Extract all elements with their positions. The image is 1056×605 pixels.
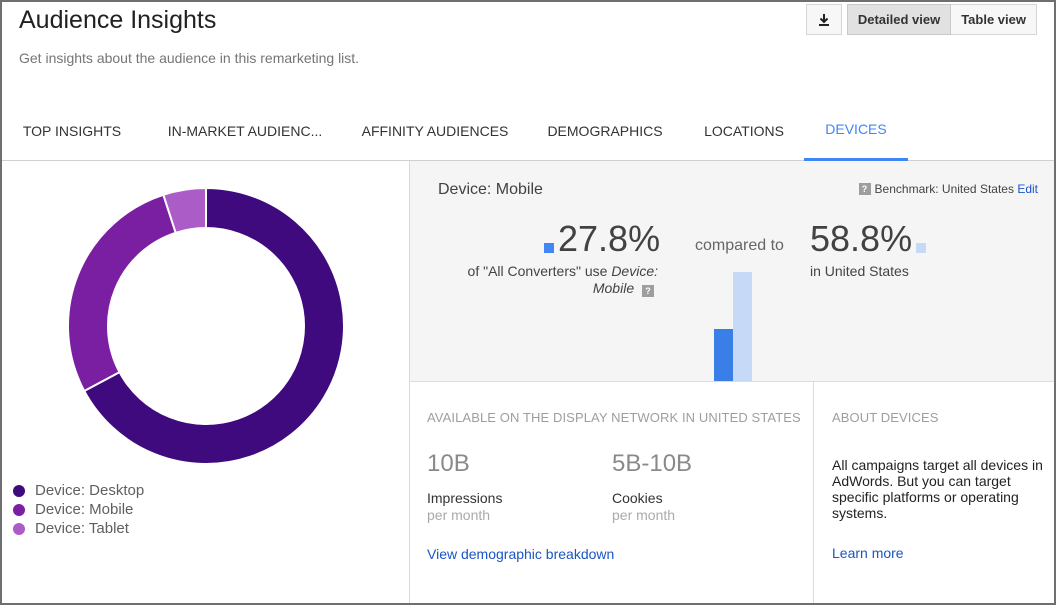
impressions-stat: 10B Impressions per month (427, 450, 502, 523)
help-icon[interactable]: ? (858, 183, 871, 195)
page-subtitle: Get insights about the audience in this … (19, 50, 360, 66)
device-legend: Device: Desktop Device: Mobile Device: T… (13, 481, 144, 538)
impressions-label: Impressions (427, 490, 503, 506)
legend-label-tablet: Device: Tablet (35, 520, 129, 537)
tab-locations[interactable]: LOCATIONS (704, 122, 784, 139)
tab-devices[interactable]: DEVICES (804, 100, 908, 161)
demographic-breakdown-link[interactable]: View demographic breakdown (427, 546, 615, 562)
cookies-value: 5B-10B (612, 450, 693, 477)
tab-top-insights[interactable]: TOP INSIGHTS (22, 122, 122, 139)
cookies-label: Cookies (612, 490, 663, 506)
about-heading: ABOUT DEVICES (832, 410, 939, 425)
segment-help-icon[interactable]: ? (642, 285, 654, 297)
benchmark-description: in United States (810, 263, 909, 279)
segment-bar (714, 329, 733, 381)
cookies-stat: 5B-10B Cookies per month (612, 450, 692, 523)
device-donut-chart (67, 186, 345, 465)
tab-affinity-audiences[interactable]: AFFINITY AUDIENCES (361, 122, 509, 139)
mobile-swatch (13, 503, 25, 516)
about-devices-panel: ABOUT DEVICES All campaigns target all d… (814, 382, 1054, 603)
device-comparison-panel: Device: Mobile ? Benchmark: United State… (410, 161, 1054, 382)
device-title: Device: Mobile (438, 181, 543, 198)
legend-item-tablet: Device: Tablet (13, 519, 144, 538)
legend-item-mobile: Device: Mobile (13, 500, 144, 519)
download-icon (818, 13, 829, 26)
benchmark-value-group: 58.8% (810, 218, 927, 259)
segment-desc-device: Device: Mobile (592, 263, 658, 296)
table-view-button[interactable]: Table view (951, 4, 1037, 35)
donut-slice-desktop[interactable] (82, 186, 345, 465)
view-toggle: Detailed view Table view (846, 4, 1037, 35)
segment-desc-text: of "All Converters" use (467, 263, 612, 279)
insight-tabs: TOP INSIGHTS IN-MARKET AUDIENC... AFFINI… (2, 100, 1054, 161)
segment-marker (544, 243, 554, 253)
legend-item-desktop: Device: Desktop (13, 481, 144, 500)
about-text: All campaigns target all devices in AdWo… (832, 457, 1043, 521)
impressions-value: 10B (427, 450, 470, 477)
device-breakdown-panel: Device: Desktop Device: Mobile Device: T… (2, 161, 410, 603)
benchmark-percent: 58.8% (810, 218, 913, 259)
donut-slice-mobile[interactable] (67, 193, 177, 393)
page-title: Audience Insights (19, 6, 217, 34)
availability-panel: AVAILABLE ON THE DISPLAY NETWORK IN UNIT… (410, 382, 814, 603)
tab-in-market-audiences[interactable]: IN-MARKET AUDIENC... (167, 122, 323, 139)
benchmark: ? Benchmark: United States Edit (858, 182, 1038, 196)
availability-heading: AVAILABLE ON THE DISPLAY NETWORK IN UNIT… (427, 410, 801, 425)
compared-to-label: compared to (695, 237, 784, 254)
benchmark-edit-link[interactable]: Edit (1017, 182, 1038, 196)
benchmark-marker (916, 243, 927, 253)
legend-label-mobile: Device: Mobile (35, 501, 134, 518)
segment-value-group: 27.8% (544, 221, 660, 257)
detailed-view-button[interactable]: Detailed view (846, 4, 952, 35)
cookies-sub: per month (612, 507, 676, 523)
benchmark-label: Benchmark: (874, 182, 939, 196)
segment-value: 27.8% (558, 218, 661, 259)
desktop-swatch (13, 484, 25, 497)
learn-more-link[interactable]: Learn more (832, 545, 904, 561)
legend-label-desktop: Device: Desktop (35, 482, 145, 499)
donut-slice-tablet[interactable] (162, 186, 207, 235)
benchmark-value: United States (941, 182, 1014, 196)
tab-demographics[interactable]: DEMOGRAPHICS (547, 122, 663, 139)
tablet-swatch (13, 522, 25, 535)
benchmark-bar (733, 271, 752, 381)
download-button[interactable] (805, 4, 842, 35)
view-toolbar: Detailed view Table view (805, 4, 1037, 35)
segment-description: of "All Converters" use Device: Mobile ? (448, 263, 658, 297)
impressions-sub: per month (427, 507, 491, 523)
